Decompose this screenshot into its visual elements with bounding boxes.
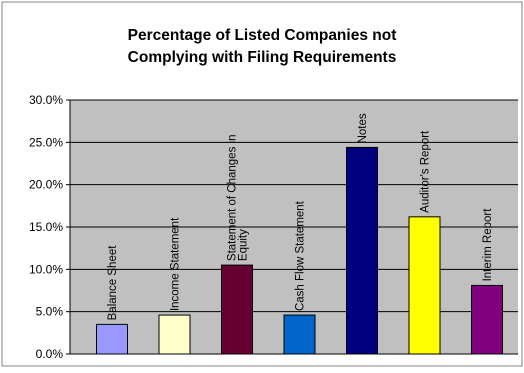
bar — [283, 314, 316, 355]
y-tick-label: 5.0% — [36, 305, 64, 319]
bar-category-label: Equity — [238, 229, 250, 261]
y-tick-label: 15.0% — [29, 220, 63, 234]
chart-title-line-1: Percentage of Listed Companies not — [128, 27, 397, 44]
bar-category-label: Notes — [357, 113, 369, 143]
bar — [346, 146, 378, 355]
bar-category-label: Balance Sheet — [107, 245, 119, 321]
bar-category-label: Statement of Changes in — [227, 135, 239, 262]
bar-category-label: Income Statement — [170, 217, 182, 311]
y-tick-label: 30.0% — [29, 93, 63, 107]
y-tick-label: 10.0% — [29, 262, 63, 276]
gridlines — [70, 99, 518, 355]
chart-title-line-2: Complying with Filing Requirements — [128, 49, 397, 66]
y-tick-label: 20.0% — [29, 178, 63, 192]
y-tick-label: 25.0% — [29, 135, 63, 149]
bar — [221, 264, 253, 355]
bar — [471, 284, 503, 355]
bar-labels: Balance Sheet Income Statement Statement o… — [107, 113, 494, 320]
bars — [96, 146, 503, 355]
y-tick-label: 0.0% — [36, 347, 64, 361]
bar — [408, 216, 441, 355]
bar — [96, 323, 128, 355]
bar-category-label: Interim Report — [482, 208, 494, 282]
bar — [158, 314, 191, 355]
bar-category-label: Auditor's Report — [420, 130, 432, 213]
y-axis: 0.0% 5.0% 10.0% 15.0% 20.0% 25.0% 30.0% — [29, 93, 71, 361]
bar-category-label: Cash Flow Statement — [295, 200, 307, 311]
